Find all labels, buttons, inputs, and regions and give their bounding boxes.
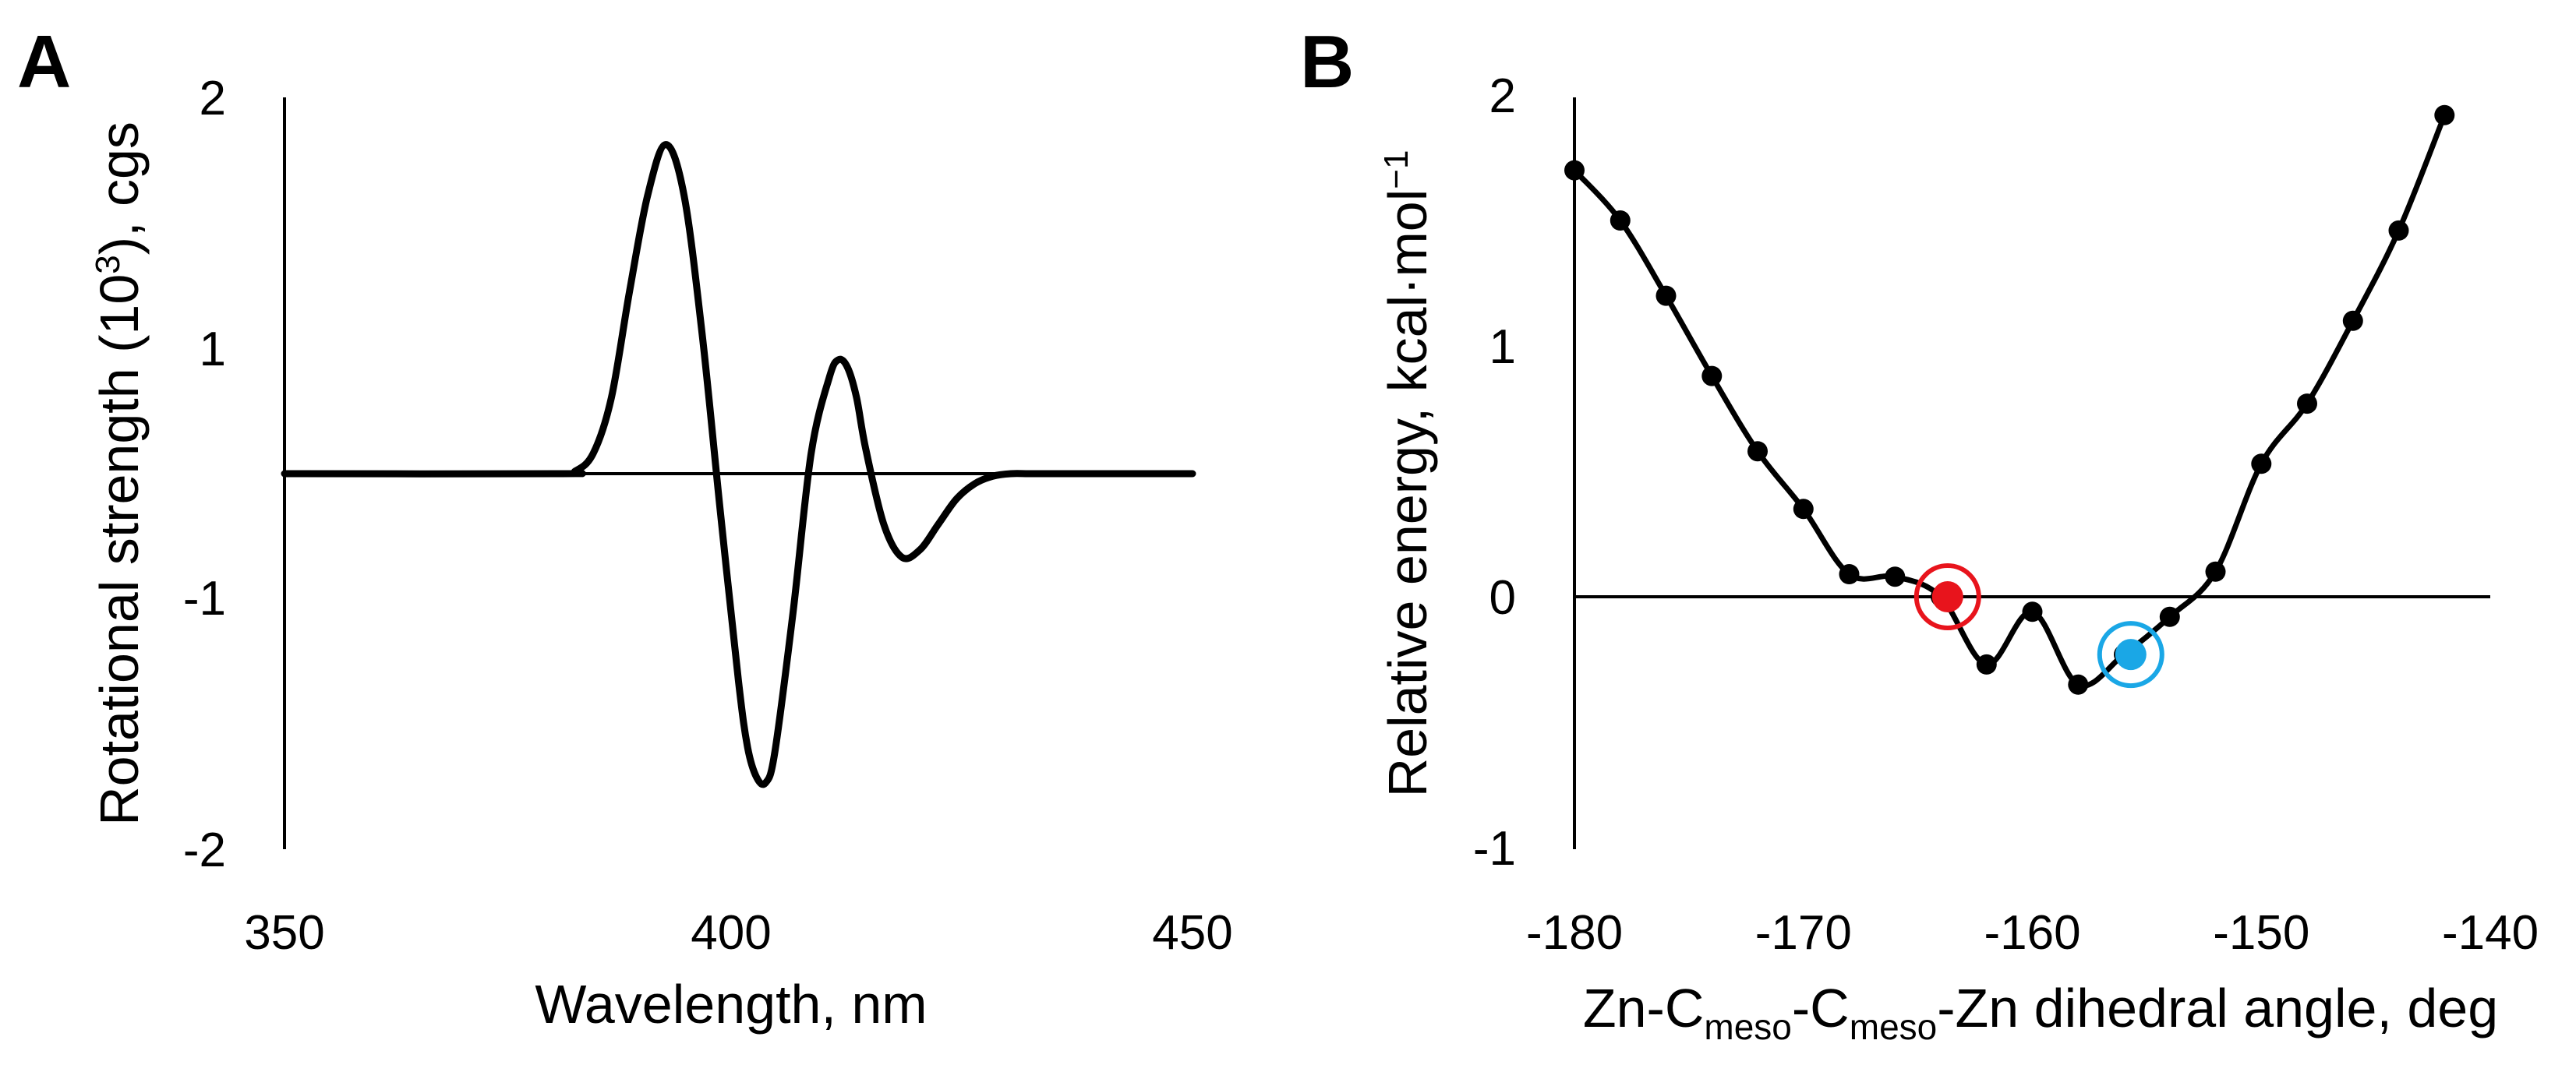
panel-b-data-point bbox=[2434, 104, 2455, 125]
panel-b-x-tick-label: -180 bbox=[1526, 906, 1623, 960]
panel-b-data-point bbox=[2251, 453, 2272, 474]
panel-b-y-tick-label: 0 bbox=[1489, 571, 1516, 625]
panel-b-y-axis-title: Relative energy, kcal·mol−1 bbox=[1377, 150, 1438, 798]
panel-b-data-point bbox=[1655, 285, 1677, 306]
panel-a-x-tick-label: 350 bbox=[244, 906, 324, 960]
panel-b-x-title-sub1: meso bbox=[1704, 1007, 1791, 1047]
panel-a-y-title-sup: 3 bbox=[89, 255, 127, 273]
panel-b-x-title-part1: Zn-C bbox=[1583, 978, 1705, 1038]
panel-a-y-tick-label: -1 bbox=[183, 572, 226, 626]
panel-b-y-tick-label: 1 bbox=[1489, 320, 1516, 374]
panel-b-x-axis-title: Zn-Cmeso-Cmeso-Zn dihedral angle, deg bbox=[1583, 978, 2498, 1047]
panel-b-y-title-main: Relative energy, kcal·mol bbox=[1377, 189, 1438, 798]
panel-b-x-tick-label: -170 bbox=[1755, 906, 1852, 960]
panel-b-x-title-part3: -Zn dihedral angle, deg bbox=[1937, 978, 2498, 1038]
panel-b-highlight-markers bbox=[1913, 563, 2164, 689]
panel-b-x-title-sub2: meso bbox=[1850, 1007, 1937, 1047]
panel-a-label: A bbox=[17, 20, 71, 104]
panel-b-highlight-ring bbox=[2097, 621, 2164, 689]
panel-b-x-ticks: -180 -170 -160 -150 -140 bbox=[1526, 906, 2539, 960]
panel-b-data-point bbox=[1793, 499, 1814, 520]
panel-b-data-point bbox=[1564, 160, 1585, 181]
panel-b-data-point bbox=[2297, 393, 2317, 414]
panel-b-y-ticks: 2 1 0 -1 bbox=[1473, 69, 1516, 876]
panel-b-highlight-ring bbox=[1913, 563, 1981, 630]
panel-a-y-axis-title: Rotational strength (103), cgs bbox=[89, 122, 150, 826]
panel-b-data-point bbox=[1701, 365, 1723, 386]
panel-b-data-point bbox=[1885, 566, 1906, 587]
panel-a-x-tick-label: 400 bbox=[691, 906, 771, 960]
panel-a-y-title-main: Rotational strength (10 bbox=[89, 274, 150, 826]
panel-b-data-point bbox=[2068, 674, 2089, 695]
panel-a-chart: A 2 1 -1 -2 350 400 450 Wavelength, nm Rotati… bbox=[17, 20, 1233, 1035]
panel-b-data-point bbox=[2159, 606, 2180, 627]
panel-b-highlight-point bbox=[1931, 581, 1963, 612]
panel-b-data-points bbox=[1564, 104, 2455, 695]
panel-b-data-point bbox=[2342, 310, 2363, 331]
panel-b-data-point bbox=[1747, 441, 1768, 462]
panel-b-data-point bbox=[1976, 654, 1997, 675]
panel-b-x-title-part2: -C bbox=[1792, 978, 1850, 1038]
panel-a-y-title-post: ), cgs bbox=[89, 122, 150, 255]
panel-b-x-tick-label: -140 bbox=[2442, 906, 2539, 960]
panel-a-cd-curve bbox=[281, 141, 1196, 788]
panel-b-data-point bbox=[2022, 601, 2043, 622]
panel-a-y-tick-label: 2 bbox=[200, 72, 226, 125]
panel-b-y-title-sup: −1 bbox=[1377, 150, 1415, 189]
panel-b-chart: B 210-1 -180 -170 -160 -150 -140 Zn-Cmeso-Cm… bbox=[1300, 20, 2539, 1047]
panel-b-data-point bbox=[1610, 210, 1631, 231]
panel-b-x-tick-label: -150 bbox=[2213, 906, 2309, 960]
panel-b-data-point bbox=[1839, 564, 1860, 584]
panel-b-highlight-point bbox=[2115, 639, 2147, 671]
panel-b-label: B bbox=[1300, 20, 1354, 104]
panel-b-y-tick-label: -1 bbox=[1473, 822, 1516, 876]
panel-a-y-tick-label: 1 bbox=[200, 323, 226, 376]
panel-a-x-tick-label: 450 bbox=[1152, 906, 1232, 960]
panel-b-data-point bbox=[2205, 561, 2226, 582]
panel-a-x-axis-title: Wavelength, nm bbox=[535, 974, 927, 1035]
panel-a-y-tick-label: -2 bbox=[183, 823, 226, 877]
panel-a-x-ticks: 350 400 450 bbox=[244, 906, 1232, 960]
panel-a-y-ticks: 2 1 -1 -2 bbox=[183, 72, 226, 877]
panel-b-data-point bbox=[2388, 220, 2409, 241]
panel-b-y-tick-label: 2 bbox=[1489, 69, 1516, 123]
panel-b-x-tick-label: -160 bbox=[1984, 906, 2080, 960]
